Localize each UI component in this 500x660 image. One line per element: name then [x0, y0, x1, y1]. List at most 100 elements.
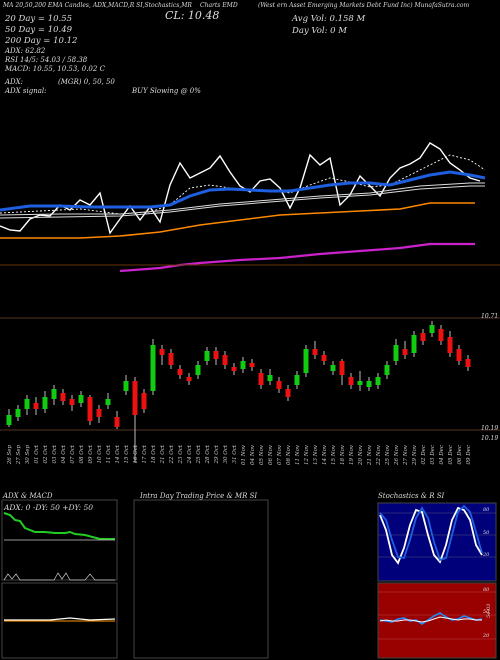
date-label: 02 Oct	[43, 444, 49, 463]
stoch-title: Stochastics & R SI	[378, 492, 445, 500]
candle-up	[24, 399, 30, 409]
date-label: 29 Oct	[214, 444, 220, 464]
day-vol-label: Day Vol: 0 M	[292, 26, 347, 36]
candle-up	[6, 415, 12, 425]
ma200-line	[0, 202, 475, 239]
candle-up	[393, 345, 399, 361]
adx-noise	[3, 572, 115, 581]
candle-up	[150, 345, 156, 391]
date-label: 24 Oct	[187, 444, 193, 464]
candle-down	[60, 393, 66, 401]
date-label: 01 Nov	[241, 444, 247, 465]
adx-green-line	[3, 512, 115, 540]
candle-up	[51, 389, 57, 399]
date-label: 16 Oct	[133, 444, 139, 463]
rsi-level-50: 50	[483, 609, 490, 615]
candle-up	[330, 365, 336, 371]
stoch-d-line	[379, 504, 483, 562]
candle-down	[402, 349, 408, 355]
date-label: 11 Oct	[106, 444, 112, 463]
indicators-line: MA 20,50,200 EMA Candles, ADX,MACD,R SI,…	[3, 2, 192, 9]
rsi-blue-line	[379, 612, 483, 625]
ma50-line	[0, 170, 486, 212]
adx-macd-sub: ADX: 0 -DY: 50 +DY: 50	[4, 503, 94, 512]
date-label: 09 Oct	[88, 444, 94, 463]
candle-down	[168, 353, 174, 365]
date-label: 27 Nov	[403, 444, 409, 466]
stoch-level-80: 80	[483, 507, 490, 513]
candle-down	[258, 373, 264, 385]
date-label: 25 Nov	[385, 444, 391, 466]
candle-down	[114, 417, 120, 427]
macd-line	[4, 617, 116, 621]
macd-label: MACD: 10.55, 10.53, 0.02 C	[5, 65, 105, 73]
candle-down	[456, 349, 462, 361]
ma50-label: 50 Day = 10.49	[5, 25, 73, 35]
candles	[6, 321, 471, 463]
ma200-label: 200 Day = 10.12	[5, 36, 78, 46]
candle-down	[465, 359, 471, 367]
date-label: 31 Oct	[232, 444, 238, 463]
stoch-level-20: 20	[483, 552, 490, 558]
candle-down	[222, 355, 228, 365]
ma-long-line-a	[0, 182, 485, 216]
candle-down	[420, 333, 426, 341]
rsi-level-20: 20	[483, 633, 490, 639]
date-label: 26 Nov	[394, 444, 400, 466]
date-label: 14 Nov	[322, 444, 328, 465]
candle-down	[339, 361, 345, 375]
date-label: 04 Dec	[439, 445, 445, 465]
candle-up	[105, 399, 111, 405]
candle-down	[348, 377, 354, 385]
date-label: 29 Nov	[412, 444, 418, 466]
candle-down	[438, 329, 444, 341]
main-chart: 26 Sep 27 Sep 30 Sep 01 Oct 02 Oct 03 Oct 04 O…	[0, 142, 500, 466]
candle-down	[69, 399, 75, 405]
candle-up	[42, 397, 48, 409]
price-lower-label: 10.19	[481, 435, 499, 442]
candle-down	[132, 381, 138, 415]
close-price-label: CL: 10.48	[165, 9, 220, 22]
date-label: 22 Oct	[169, 444, 175, 464]
date-label: 07 Nov	[277, 444, 283, 465]
ma20-line	[0, 142, 481, 235]
date-label: 18 Oct	[151, 444, 157, 463]
stoch-k-line	[379, 506, 483, 565]
candle-up	[123, 381, 129, 391]
date-label: 11 Nov	[295, 444, 301, 465]
date-label: 08 Nov	[286, 444, 292, 465]
candle-up	[267, 375, 273, 381]
date-label: 04 Oct	[61, 444, 67, 463]
mgr-label: (MGR) 0, 50, 50	[58, 78, 115, 86]
adx-signal-label: ADX signal:	[5, 87, 47, 95]
date-label: 06 Nov	[268, 444, 274, 465]
adx-label: ADX: 62.82	[5, 47, 46, 55]
candle-down	[141, 393, 147, 409]
intraday-title: Intra Day Trading Price & MR SI	[140, 492, 258, 500]
candle-down	[177, 369, 183, 375]
candle-down	[285, 389, 291, 397]
candle-up	[204, 351, 210, 361]
buy-slowing-label: BUY Slowing @ 0%	[132, 87, 201, 95]
ma-long-line-b	[0, 185, 485, 219]
date-label: 14 Oct	[115, 444, 121, 463]
candle-up	[384, 365, 390, 375]
date-labels: 26 Sep 27 Sep 30 Sep 01 Oct 02 Oct 03 Oct 04 O…	[7, 444, 472, 466]
fund-name: (West ern Asset Emerging Markets Debt Fu…	[258, 2, 470, 9]
date-label: 27 Sep	[16, 445, 22, 466]
date-label: 26 Sep	[7, 445, 13, 466]
candle-down	[231, 367, 237, 371]
candle-up	[366, 381, 372, 387]
stoch-level-50: 50	[483, 530, 490, 536]
date-label: 20 Nov	[358, 444, 364, 466]
date-label: 19 Nov	[349, 444, 355, 465]
date-label: 12 Nov	[304, 444, 310, 465]
date-label: 01 Oct	[34, 444, 40, 463]
date-label: 09 Dec	[466, 445, 472, 465]
candle-down	[159, 349, 165, 355]
candle-up	[357, 381, 363, 385]
candle-down	[276, 381, 282, 389]
candle-up	[15, 409, 21, 417]
date-label: 15 Nov	[331, 444, 337, 465]
